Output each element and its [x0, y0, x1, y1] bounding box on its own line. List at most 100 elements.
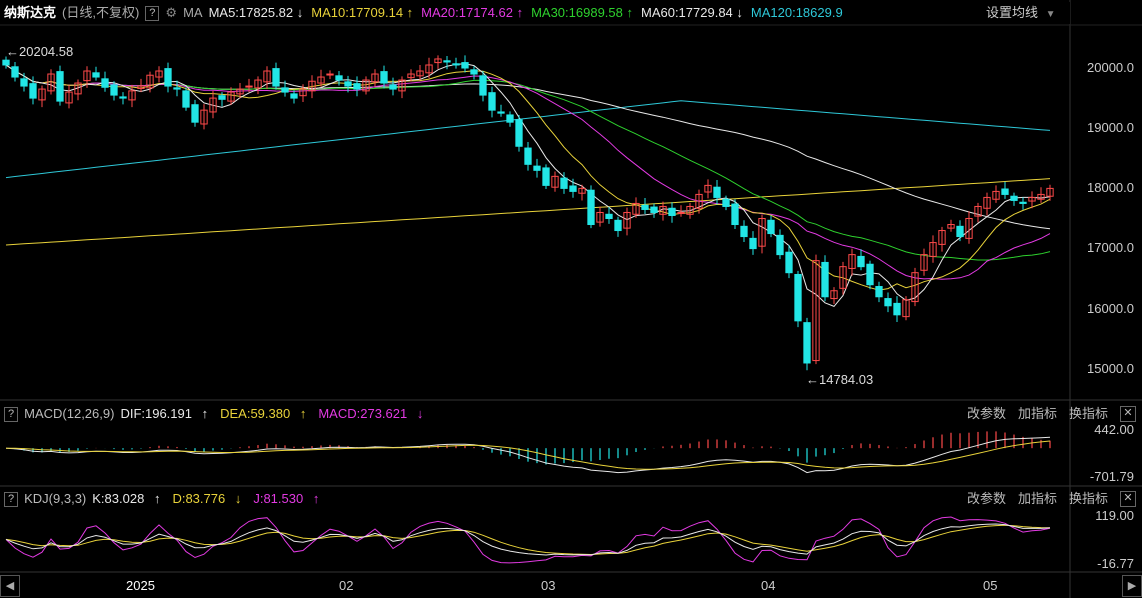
candle [767, 219, 775, 235]
kdj-switch-indicator-button[interactable]: 换指标 [1068, 491, 1108, 506]
candle [848, 254, 856, 269]
candle [461, 62, 469, 69]
candle [956, 225, 964, 238]
ma-value: MA30:16989.58 ↑ [531, 5, 633, 20]
settings-label: 设置均线 [986, 5, 1039, 20]
ma-value: MA20:17174.62 ↑ [421, 5, 524, 20]
macd-switch-indicator-button[interactable]: 换指标 [1068, 406, 1108, 421]
candle [362, 79, 370, 92]
candle [785, 251, 793, 274]
candle [110, 84, 118, 96]
candle [524, 147, 532, 165]
kdj-help-button[interactable]: ? [4, 491, 19, 507]
candle [857, 255, 865, 268]
candle [200, 109, 208, 125]
candle [119, 96, 127, 99]
kdj-k-line [5, 523, 1051, 556]
candle [56, 71, 64, 102]
candle [488, 92, 496, 111]
candle [2, 59, 10, 66]
macd-dea-value: DEA:59.380 [220, 406, 291, 421]
y-tick-label: 20000.0 [1087, 60, 1134, 75]
ma120-line [5, 100, 1051, 179]
candle [182, 90, 190, 108]
candle [686, 205, 694, 215]
macd-name: MACD(12,26,9) [24, 406, 115, 421]
kdj-j: J:81.530 ↑ [253, 488, 325, 510]
candle [1001, 188, 1009, 195]
macd-dif-arrow: ↑ [201, 406, 209, 421]
candle [416, 70, 424, 77]
y-tick-label: 16000.0 [1087, 301, 1134, 316]
candle [839, 266, 847, 289]
settings-button[interactable]: 设置均线 ▼ [986, 2, 1070, 24]
high-value: 20204.58 [19, 44, 74, 59]
x-tick-label: 02 [339, 578, 354, 593]
index-title: 纳斯达克 [4, 5, 57, 20]
candle [344, 81, 352, 87]
low-value: 14784.03 [819, 372, 874, 387]
candle [821, 261, 829, 298]
candle [812, 260, 820, 362]
x-tick-label: 05 [983, 578, 998, 593]
candle [983, 196, 991, 209]
candle [263, 70, 271, 83]
scroll-left-button[interactable]: ◀ [0, 575, 20, 597]
kdj-y-tick-label: 119.00 [1095, 508, 1134, 523]
candle [902, 299, 910, 318]
candle [425, 64, 433, 74]
candle [299, 88, 307, 97]
macd-edit-params-button[interactable]: 改参数 [966, 406, 1006, 421]
candle [281, 87, 289, 93]
candle [938, 230, 946, 245]
candle [1028, 196, 1036, 202]
candle [335, 75, 343, 81]
scroll-right-button[interactable]: ▶ [1122, 575, 1142, 597]
candle [578, 187, 586, 194]
y-tick-label: 15000.0 [1087, 361, 1134, 376]
candle [137, 85, 145, 89]
candle [92, 72, 100, 78]
kdj-close-icon[interactable]: ✕ [1120, 491, 1136, 507]
moving-average-lines [5, 63, 1051, 307]
candle [479, 75, 487, 96]
candle [353, 83, 361, 90]
candle [875, 286, 883, 298]
candle [884, 298, 892, 307]
kdj-panel [5, 516, 1051, 564]
macd-add-indicator-button[interactable]: 加指标 [1017, 406, 1057, 421]
candle [911, 272, 919, 303]
y-tick-label: 17000.0 [1087, 240, 1134, 255]
help-button[interactable]: ? [145, 5, 160, 21]
candle [20, 78, 28, 87]
candle [443, 60, 451, 63]
candle [389, 84, 397, 90]
candle [641, 204, 649, 210]
candle [191, 104, 199, 123]
kdj-d-value: D:83.776 [172, 491, 226, 506]
candle [1037, 193, 1045, 200]
kdj-edit-params-button[interactable]: 改参数 [966, 491, 1006, 506]
period-mode[interactable]: (日线,不复权) [62, 5, 140, 20]
kdj-add-indicator-button[interactable]: 加指标 [1017, 491, 1057, 506]
high-annotation: ←20204.58 [6, 44, 74, 59]
chevron-down-icon: ▼ [1045, 9, 1056, 20]
kdj-d: D:83.776 ↓ [172, 488, 247, 510]
candle [38, 88, 46, 101]
candle [236, 88, 244, 95]
candle [29, 83, 37, 99]
candle [920, 254, 928, 271]
gear-icon[interactable]: ⚙ [165, 5, 178, 20]
x-tick-label: 04 [761, 578, 776, 593]
candle [587, 189, 595, 226]
candle [695, 193, 703, 209]
macd-macd-arrow: ↓ [416, 406, 424, 421]
candle [65, 91, 73, 104]
macd-help-button[interactable]: ? [4, 406, 19, 422]
macd-close-icon[interactable]: ✕ [1120, 406, 1136, 422]
ma-value: MA5:17825.82 ↓ [208, 5, 304, 20]
candle [965, 218, 973, 239]
candle [209, 97, 217, 113]
kdj-j-line [5, 516, 1051, 564]
